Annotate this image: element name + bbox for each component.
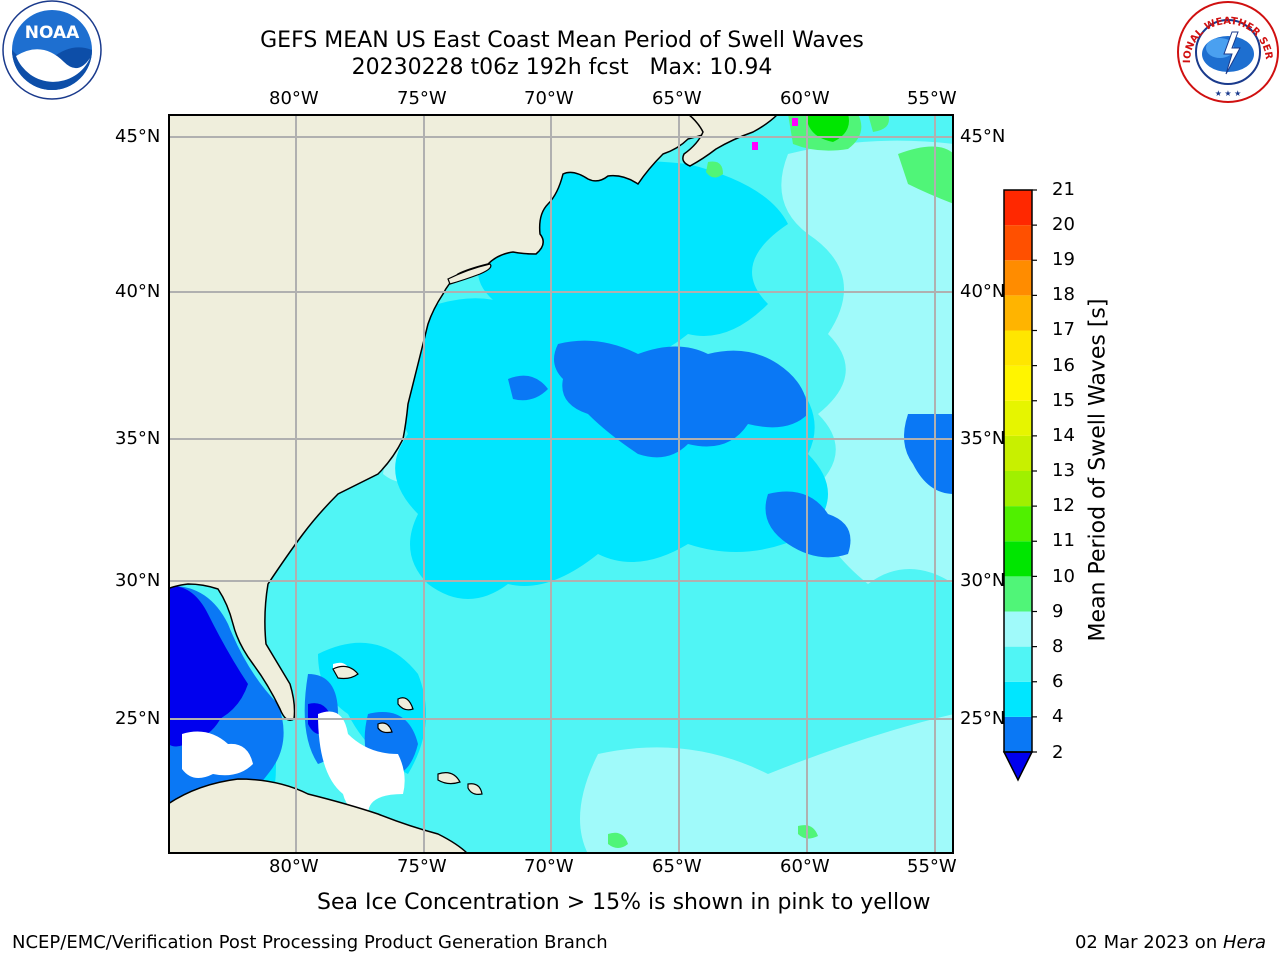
lon-label-bottom: 80°W: [269, 856, 319, 877]
lon-label-bottom: 55°W: [907, 856, 957, 877]
colorbar-segment: [1004, 295, 1032, 331]
lat-label-right: 25°N: [960, 708, 1006, 729]
lat-label-left: 40°N: [115, 281, 161, 302]
colorbar-tick-label: 19: [1052, 249, 1075, 270]
lon-label-top: 60°W: [780, 88, 830, 109]
land-cuba: [168, 778, 470, 854]
gridlines: [168, 114, 954, 854]
lon-label-top: 65°W: [652, 88, 702, 109]
land-atlantic-canada: [682, 114, 780, 167]
lat-label-left: 30°N: [115, 570, 161, 591]
lon-label-top: 55°W: [907, 88, 957, 109]
colorbar-tick-label: 16: [1052, 355, 1075, 376]
lon-label-bottom: 70°W: [524, 856, 574, 877]
colorbar-segment: [1004, 681, 1032, 717]
colorbar-tick-label: 20: [1052, 214, 1075, 235]
map-frame: [168, 114, 954, 854]
colorbar-tick-label: 6: [1052, 671, 1064, 692]
colorbar-tick-label: 11: [1052, 530, 1075, 551]
svg-text:★ ★ ★: ★ ★ ★: [1215, 89, 1242, 98]
noaa-logo: NOAA: [2, 0, 102, 100]
colorbar-tick-label: 17: [1052, 319, 1075, 340]
land-bahamas: [332, 665, 483, 795]
colorbar-segment: [1004, 400, 1032, 436]
colorbar-tick-label: 21: [1052, 179, 1075, 200]
nws-logo: NATIONAL WEATHER SERVICE ★ ★ ★: [1176, 0, 1279, 103]
colorbar-segment: [1004, 260, 1032, 296]
sea-ice-markers: [752, 118, 798, 150]
swell-bright-green-zones: [808, 114, 849, 142]
colorbar-segment: [1004, 646, 1032, 682]
colorbar-segment: [1004, 330, 1032, 366]
lat-label-left: 35°N: [115, 428, 161, 449]
colorbar-segment: [1004, 611, 1032, 647]
colorbar-tick-label: 9: [1052, 601, 1064, 622]
colorbar-tick-label: 10: [1052, 566, 1075, 587]
colorbar-segment: [1004, 576, 1032, 612]
lon-label-bottom: 60°W: [780, 856, 830, 877]
lon-label-top: 70°W: [524, 88, 574, 109]
title-line-1: GEFS MEAN US East Coast Mean Period of S…: [260, 28, 864, 53]
footer-date-text: 02 Mar 2023 on: [1074, 932, 1223, 953]
lat-label-right: 30°N: [960, 570, 1006, 591]
sea-ice-caption: Sea Ice Concentration > 15% is shown in …: [317, 890, 931, 915]
colorbar-tick-label: 8: [1052, 636, 1064, 657]
footer-date: 02 Mar 2023 on Hera: [1075, 932, 1266, 953]
colorbar-under-triangle: [1002, 751, 1034, 782]
colorbar-tick-label: 2: [1052, 742, 1064, 763]
colorbar-tick-label: 18: [1052, 284, 1075, 305]
colorbar-segment: [1004, 471, 1032, 507]
lat-label-right: 45°N: [960, 126, 1006, 147]
land-long-island: [447, 263, 492, 285]
footer-machine: Hera: [1222, 932, 1266, 953]
colorbar-segment: [1004, 541, 1032, 577]
lat-label-left: 25°N: [115, 708, 161, 729]
lat-label-right: 35°N: [960, 428, 1006, 449]
lat-label-right: 40°N: [960, 281, 1006, 302]
colorbar-segment: [1004, 716, 1032, 752]
colorbar-segment: [1004, 506, 1032, 542]
colorbar-label-text: Mean Period of Swell Waves [s]: [1085, 298, 1111, 642]
footer-credit: NCEP/EMC/Verification Post Processing Pr…: [12, 932, 608, 953]
colorbar-tick-label: 15: [1052, 390, 1075, 411]
colorbar-tick-label: 12: [1052, 495, 1075, 516]
lon-label-top: 75°W: [397, 88, 447, 109]
colorbar-tick-label: 14: [1052, 425, 1075, 446]
colorbar-tick-label: 4: [1052, 706, 1064, 727]
colorbar-segment: [1004, 435, 1032, 471]
lat-label-left: 45°N: [115, 126, 161, 147]
colorbar: [1002, 189, 1037, 782]
noaa-logo-text: NOAA: [25, 23, 80, 43]
colorbar-segment: [1004, 225, 1032, 261]
lon-label-bottom: 75°W: [397, 856, 447, 877]
lon-label-bottom: 65°W: [652, 856, 702, 877]
colorbar-tick-label: 13: [1052, 460, 1075, 481]
map-panel: [168, 114, 954, 854]
colorbar-segment: [1004, 190, 1032, 226]
title-line-2: 20230228 t06z 192h fcst Max: 10.94: [351, 55, 773, 80]
lon-label-top: 80°W: [269, 88, 319, 109]
colorbar-segment: [1004, 365, 1032, 401]
